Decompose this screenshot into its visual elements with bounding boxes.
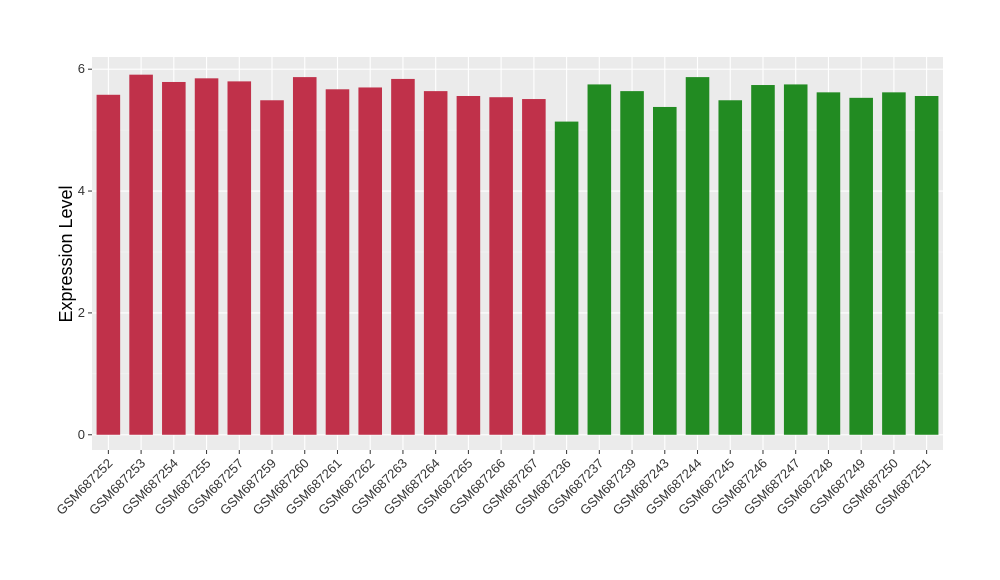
- bar-gsm687259: [260, 100, 284, 435]
- bar-gsm687255: [194, 78, 219, 435]
- bar-gsm687246: [751, 85, 775, 435]
- bar-gsm687262: [358, 87, 382, 435]
- bars: [96, 74, 939, 435]
- bar-gsm687247: [783, 84, 808, 435]
- bar-gsm687257: [227, 81, 252, 435]
- bar-gsm687264: [423, 91, 448, 435]
- bar-gsm687254: [162, 81, 186, 435]
- bar-gsm687250: [882, 92, 906, 435]
- bar-gsm687267: [522, 99, 546, 435]
- x-axis: GSM687252GSM687253GSM687254GSM687255GSM6…: [53, 450, 934, 518]
- y-tick-label: 0: [78, 427, 85, 442]
- bar-gsm687244: [685, 77, 710, 435]
- y-axis: 0 2 4 6: [78, 61, 92, 442]
- bar-gsm687265: [456, 95, 481, 435]
- bar-gsm687260: [292, 77, 317, 435]
- bar-gsm687248: [816, 92, 841, 435]
- bar-gsm687237: [587, 84, 612, 435]
- bar-gsm687243: [653, 106, 677, 435]
- bar-gsm687239: [620, 91, 644, 435]
- bar-gsm687252: [96, 94, 121, 435]
- y-tick-label: 6: [78, 61, 85, 76]
- bar-gsm687266: [489, 97, 513, 435]
- bar-gsm687251: [914, 95, 939, 435]
- bar-gsm687263: [391, 78, 415, 435]
- y-axis-title: Expression Level: [56, 185, 76, 322]
- bar-gsm687253: [129, 74, 153, 435]
- y-tick-label: 2: [78, 305, 85, 320]
- bar-gsm687245: [718, 100, 743, 435]
- bar-gsm687249: [849, 97, 873, 435]
- y-tick-label: 4: [78, 183, 85, 198]
- bar-gsm687261: [325, 89, 350, 435]
- bar-gsm687236: [554, 121, 579, 435]
- plot-panel: [92, 57, 943, 450]
